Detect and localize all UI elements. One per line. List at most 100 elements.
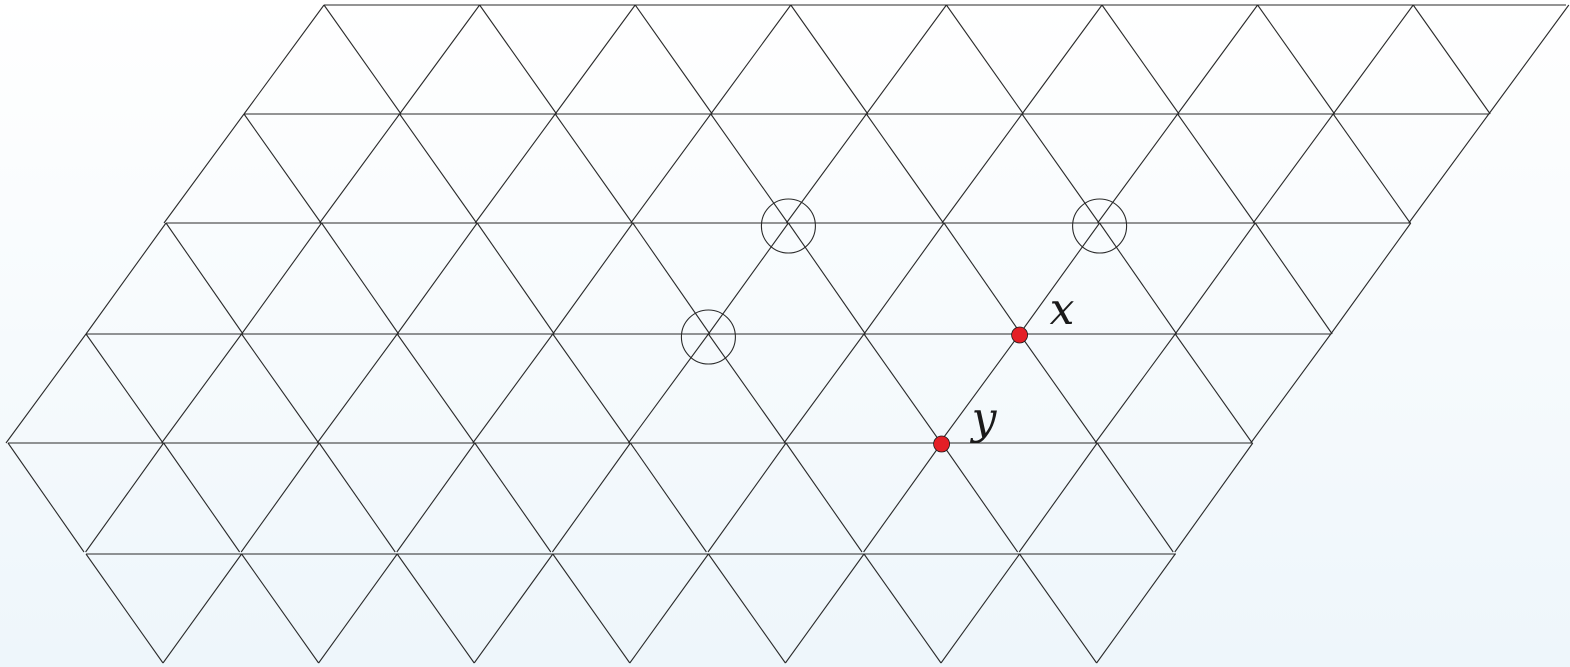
diagonal-line [318,442,396,553]
diagonal-line [785,442,863,553]
diagonal-line [630,113,712,224]
diagonal-line [554,113,633,224]
circled-vertices [680,198,1128,365]
diagonal-line [7,442,85,553]
diagonal-line [627,333,709,444]
diagonal-line [787,222,866,335]
diagonal-line [161,333,243,444]
diagonal-line [1096,553,1176,664]
diagonal-line [1174,442,1254,553]
diagonal-line [943,222,1022,335]
diagonal-line [1094,333,1176,444]
diagonal-line [396,222,478,335]
labeled-points: xy [933,284,1075,453]
diagonal-line [707,442,787,553]
diagonal-line [473,553,554,664]
diagonal-line [551,442,631,553]
diagonal-line [479,4,558,115]
diagonal-line [1252,113,1334,224]
diagonal-line [5,333,87,444]
diagonal-line [399,4,481,115]
diagonal-line [1330,222,1412,335]
diagonal-line [1097,113,1179,224]
diagonal-line [629,442,707,553]
diagonal-line [865,4,947,115]
diagonal-line [554,4,636,115]
diagonal-line [1096,442,1174,553]
circled-vertex-2 [1072,198,1128,254]
diagonal-line [945,4,1024,115]
diagonal-line [318,553,398,664]
diagonal-line [863,553,942,664]
diagonal-line [472,333,554,444]
diagonal-line [241,553,320,664]
vertex-x-label: x [1050,284,1075,335]
diagonal-line [162,553,243,664]
diagonal-line [1408,113,1490,224]
lattice-lines [5,4,1570,664]
diagonal-line [1021,4,1103,115]
diagonal-line [163,113,245,224]
diagonal-line [940,553,1021,664]
diagonal-line [707,222,789,335]
diagonal-line [1174,222,1256,335]
diagonal-line [863,442,943,553]
diagonal-line [476,222,555,335]
diagonal-line [1019,222,1101,335]
diagonal-line [396,442,476,553]
circled-vertex-1 [760,198,816,254]
diagonal-line [474,442,552,553]
diagonal-line [243,4,325,115]
diagonal-line [85,222,167,335]
diagonal-line [632,222,711,335]
diagonal-line [634,4,713,115]
diagonal-line [1177,113,1256,224]
vertex-y-label: y [970,393,998,444]
diagonal-line [707,333,786,444]
diagonal-line [1332,113,1411,224]
diagonal-line [785,113,867,224]
diagonal-line [1250,333,1332,444]
diagonal-line [710,4,792,115]
diagonal-line [85,553,164,664]
diagonal-line [1412,4,1491,115]
diagonal-line [321,222,400,335]
diagonal-line [1488,4,1570,115]
diagonal-line [241,333,320,444]
diagonal-line [941,113,1023,224]
diagonal-line [783,333,865,444]
diagonal-line [396,333,475,444]
diagonal-line [1019,333,1098,444]
diagonal-line [1021,113,1100,224]
diagonal-line [863,333,942,444]
diagonal-line [865,113,944,224]
diagonal-line [1099,222,1178,335]
diagonal-line [1018,442,1098,553]
diagonal-line [163,442,241,553]
diagonal-line [165,222,244,335]
diagonal-line [243,113,322,224]
diagonal-line [552,333,631,444]
diagonal-line [399,113,478,224]
diagonal-line [552,553,631,664]
diagonal-line [552,222,634,335]
diagonal-line [85,333,164,444]
circled-vertex-3 [680,309,736,365]
diagonal-line [784,553,865,664]
diagonal-line [1332,4,1414,115]
diagonal-line [1101,4,1180,115]
diagonal-line [863,222,945,335]
vertex-x-dot [1011,326,1028,344]
diagonal-line [240,442,320,553]
vertex-y-dot [933,435,950,453]
diagonal-line [790,4,869,115]
diagonal-line [316,333,398,444]
diagonal-line [1174,333,1253,444]
diagonal-line [1257,4,1336,115]
diagonal-line [1019,553,1098,664]
diagonal-line [396,553,475,664]
diagonal-line [474,113,556,224]
diagonal-line [707,553,786,664]
diagonal-line [710,113,789,224]
